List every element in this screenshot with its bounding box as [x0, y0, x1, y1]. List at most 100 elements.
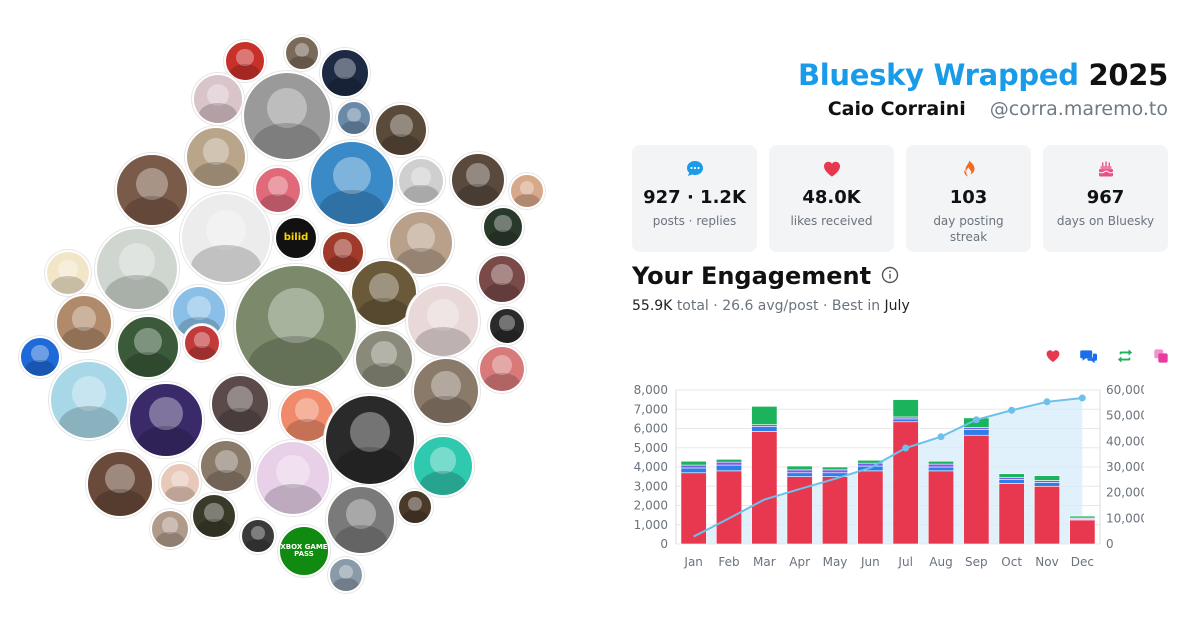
avatar[interactable] — [210, 374, 270, 434]
title-brand: Bluesky Wrapped — [797, 58, 1079, 92]
x-tick-label: May — [823, 555, 848, 569]
bar-likes — [680, 472, 707, 545]
repost-arrows-icon[interactable] — [1116, 347, 1134, 365]
stat-card-streak: 103 day posting streak — [906, 145, 1031, 252]
avatar[interactable] — [183, 324, 221, 362]
avatar[interactable] — [159, 462, 201, 504]
avatar[interactable] — [86, 450, 154, 518]
avatar[interactable] — [478, 345, 526, 393]
avatar[interactable] — [49, 360, 129, 440]
avatar[interactable] — [284, 35, 320, 71]
avatar[interactable] — [242, 71, 332, 161]
avatar[interactable] — [450, 152, 506, 208]
avatar[interactable] — [509, 173, 545, 209]
y-left-tick-label: 3,000 — [634, 479, 668, 493]
avatar[interactable] — [354, 329, 414, 389]
y-right-tick-label: 50,000 — [1106, 409, 1144, 423]
avatar[interactable] — [45, 250, 91, 296]
x-tick-label: Oct — [1001, 555, 1022, 569]
avatar[interactable] — [55, 294, 113, 352]
cumulative-point — [972, 416, 980, 424]
bar-quotes — [821, 469, 849, 474]
bar-reposts — [1069, 515, 1096, 519]
avatar[interactable] — [374, 103, 428, 157]
avatar[interactable] — [321, 230, 365, 274]
bar-replies — [963, 429, 990, 436]
stat-cards: 927 · 1.2K posts · replies 48.0K likes r… — [632, 145, 1168, 252]
heart-icon[interactable] — [1044, 347, 1062, 365]
avatar[interactable] — [234, 264, 358, 388]
avatar[interactable] — [128, 382, 204, 458]
y-left-tick-label: 7,000 — [634, 402, 668, 416]
x-tick-label: Mar — [753, 555, 776, 569]
wrapped-header: Bluesky Wrapped 2025 Caio Corraini @corr… — [798, 58, 1168, 120]
avatar[interactable] — [412, 435, 474, 497]
engagement-summary: 55.9K total · 26.6 avg/post · Best in Ju… — [632, 298, 910, 314]
reply-bubbles-icon[interactable] — [1080, 347, 1098, 365]
avatar[interactable] — [191, 493, 237, 539]
avatar[interactable] — [185, 126, 247, 188]
bar-replies — [751, 426, 778, 432]
engagement-best-prefix: Best in — [831, 298, 881, 314]
avatar-logo[interactable]: XBOX GAME PASS — [278, 525, 330, 577]
separator: · — [822, 298, 828, 314]
bar-replies — [892, 418, 919, 423]
quote-squares-icon[interactable] — [1152, 347, 1170, 365]
bar-likes — [998, 483, 1025, 545]
y-right-tick-label: 40,000 — [1106, 434, 1144, 448]
avatar[interactable] — [406, 284, 480, 358]
avatar[interactable] — [309, 140, 395, 226]
y-right-tick-label: 0 — [1106, 537, 1114, 551]
avatar[interactable] — [336, 100, 372, 136]
avatar[interactable] — [482, 206, 524, 248]
avatar[interactable] — [488, 307, 526, 345]
bar-replies — [715, 464, 743, 472]
avatar[interactable] — [180, 192, 272, 284]
avatar[interactable] — [240, 518, 276, 554]
cumulative-point — [1078, 394, 1086, 402]
engagement-title: Your Engagement — [632, 262, 899, 290]
bar-reposts — [786, 465, 813, 471]
avatar-logo[interactable]: bilid — [274, 216, 318, 260]
flame-icon — [906, 159, 1031, 179]
avatar[interactable] — [320, 48, 370, 98]
bar-likes — [715, 470, 743, 545]
avatar[interactable] — [412, 357, 480, 425]
avatar[interactable] — [397, 489, 433, 525]
avatar[interactable] — [477, 254, 527, 304]
speech-bubble-icon — [632, 159, 757, 179]
y-left-tick-label: 4,000 — [634, 460, 668, 474]
x-tick-label: Apr — [789, 555, 810, 569]
bar-replies — [786, 472, 813, 477]
bar-likes — [786, 476, 813, 545]
stat-label: day posting streak — [933, 214, 1004, 245]
avatar[interactable] — [116, 315, 180, 379]
stat-label: likes received — [790, 214, 873, 228]
avatar-bubble-cloud: bilid XBOX GAME PASS — [19, 35, 545, 593]
stat-card-posts: 927 · 1.2K posts · replies — [632, 145, 757, 252]
avatar[interactable] — [115, 153, 189, 227]
y-right-tick-label: 10,000 — [1106, 511, 1144, 525]
bar-likes — [927, 470, 955, 545]
bar-likes — [1033, 485, 1061, 545]
avatar[interactable] — [397, 157, 445, 205]
avatar[interactable] — [224, 40, 266, 82]
info-icon[interactable] — [881, 262, 899, 290]
avatar[interactable] — [150, 509, 190, 549]
avatar[interactable] — [95, 227, 179, 311]
bar-reposts — [998, 473, 1025, 478]
avatar[interactable] — [255, 440, 331, 516]
avatar[interactable] — [326, 485, 396, 555]
bar-reposts — [751, 406, 778, 425]
avatar[interactable] — [324, 394, 416, 486]
avatar[interactable] — [19, 336, 61, 378]
cumulative-point — [937, 433, 945, 441]
bar-reposts — [680, 460, 707, 466]
stat-card-likes: 48.0K likes received — [769, 145, 894, 252]
y-left-tick-label: 6,000 — [634, 422, 668, 436]
avatar[interactable] — [192, 73, 244, 125]
avatar[interactable] — [199, 439, 253, 493]
avatar-logo-text: XBOX GAME PASS — [280, 542, 328, 558]
avatar[interactable] — [254, 166, 302, 214]
avatar[interactable] — [328, 557, 364, 593]
